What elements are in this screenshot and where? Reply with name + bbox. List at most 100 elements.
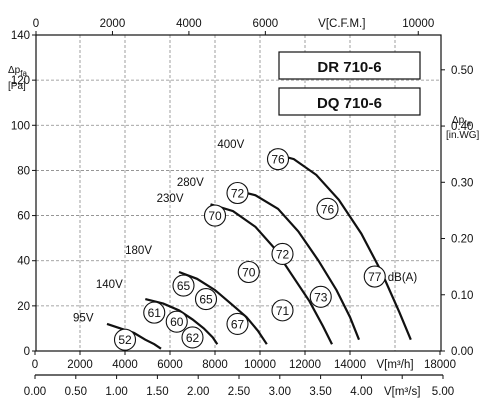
inwg-tick-label: 0.00 <box>451 346 473 358</box>
inwg-axis-unit: [in.WG] <box>446 130 480 141</box>
x-tick-label: 0 <box>32 359 38 371</box>
y-tick-label: 40 <box>17 256 30 268</box>
noise-bubble <box>226 181 249 205</box>
noise-value: 76 <box>271 153 285 167</box>
cfm-tick-label: 10000 <box>402 18 434 30</box>
voltage-label: 230V <box>157 193 184 205</box>
x-tick-label: 8000 <box>202 359 228 371</box>
noise-value: 52 <box>118 333 132 347</box>
cfm-axis-title: V[C.F.M.] <box>318 18 365 30</box>
y-tick-label: 100 <box>11 120 30 132</box>
y-tick-label: 0 <box>24 346 30 358</box>
noise-bubble <box>165 310 188 333</box>
curve-140v <box>145 298 219 345</box>
noise-bubble <box>113 328 137 351</box>
x-tick-label: 14000 <box>334 359 366 371</box>
m3s-tick-label: 0.50 <box>65 386 87 398</box>
grid-lines <box>36 35 441 351</box>
cfm-tick-label: 6000 <box>253 18 279 30</box>
m3s-tick-label: 4.00 <box>350 386 372 398</box>
y-tick-label: 20 <box>17 301 30 313</box>
m3s-tick-label: 2.00 <box>187 386 209 398</box>
inwg-tick-label: 0.40 <box>451 121 473 133</box>
noise-bubble <box>203 204 227 227</box>
voltage-label: 280V <box>177 177 204 189</box>
noise-bubble <box>266 148 290 171</box>
inwg-tick-label: 0.50 <box>451 65 473 77</box>
noise-bubble <box>194 288 218 311</box>
cfm-tick-label: 0 <box>33 18 39 30</box>
x-tick-label: 18000 <box>424 359 456 371</box>
noise-bubble <box>316 197 339 220</box>
m3s-axis-title: V[m³/s] <box>384 386 420 398</box>
noise-value: 60 <box>170 315 184 329</box>
x-tick-label: 6000 <box>157 359 183 371</box>
inwg-tick-label: 0.20 <box>451 234 473 246</box>
noise-value: 61 <box>148 306 162 320</box>
y-tick-label: 120 <box>11 75 30 87</box>
m3s-tick-label: 1.00 <box>105 386 127 398</box>
x-tick-label: 4000 <box>112 359 138 371</box>
y-axis-title: Δpfa <box>8 65 27 78</box>
noise-bubble <box>309 285 332 308</box>
annotations: 400V 280V 230V 180V 140V 95V 76 76 77 72 72 73 70 70 7… <box>73 139 418 351</box>
curve-280v <box>228 187 361 341</box>
plot-frame <box>35 34 442 352</box>
noise-bubble <box>271 299 294 322</box>
voltage-label: 95V <box>73 313 94 325</box>
m3s-tick-label: 1.50 <box>146 386 168 398</box>
noise-value: 67 <box>231 317 245 331</box>
noise-bubble <box>271 242 294 265</box>
noise-value: 65 <box>199 293 213 307</box>
model-boxes: DR 710-6 DQ 710-6 <box>278 51 421 116</box>
plot-border <box>35 34 442 352</box>
model-box <box>278 87 421 116</box>
noise-value: 65 <box>177 279 191 293</box>
m3s-tick-label: 0.00 <box>24 386 46 398</box>
curve-400v <box>268 151 412 341</box>
noise-bubble <box>172 274 195 297</box>
cfm-tick-label: 4000 <box>176 18 202 30</box>
noise-value: 73 <box>314 290 328 304</box>
inwg-tick-label: 0.30 <box>451 177 473 189</box>
noise-value: 72 <box>231 187 245 201</box>
x-tick-label: 10000 <box>244 359 276 371</box>
voltage-label: 180V <box>125 245 152 257</box>
inwg-tick-label: 0.10 <box>451 290 473 302</box>
y-tick-label: 140 <box>11 30 30 42</box>
noise-bubble <box>181 326 204 349</box>
axes: 0 20 40 60 80 100 120 140 Δpfa [Pa] 0 2000 4000 6000 8… <box>8 18 480 398</box>
curve-180v <box>178 270 268 345</box>
noise-value: 77 <box>368 270 382 284</box>
noise-unit: dB(A) <box>388 272 418 284</box>
model-name: DR 710-6 <box>317 59 381 76</box>
noise-bubble <box>226 312 249 335</box>
m3s-tick-label: 3.50 <box>309 386 331 398</box>
noise-value: 70 <box>242 266 256 280</box>
y-tick-label: 60 <box>17 211 30 223</box>
curve-95v <box>106 322 162 350</box>
m3s-tick-label: 3.00 <box>269 386 291 398</box>
m3s-tick-label: 5.00 <box>432 386 454 398</box>
x-tick-label: 12000 <box>289 359 321 371</box>
noise-bubble <box>363 265 386 288</box>
noise-value: 76 <box>321 202 335 216</box>
model-box <box>278 51 421 80</box>
model-name: DQ 710-6 <box>317 95 382 112</box>
y-axis-unit: [Pa] <box>8 81 26 92</box>
noise-bubble <box>143 301 166 324</box>
inwg-axis-title: Δpfa <box>452 115 471 128</box>
x-tick-label: 2000 <box>67 359 93 371</box>
noise-value: 72 <box>276 247 290 261</box>
voltage-label: 140V <box>96 279 123 291</box>
y-tick-label: 80 <box>17 165 30 177</box>
voltage-label: 400V <box>217 139 244 151</box>
cfm-tick-label: 2000 <box>100 18 126 30</box>
noise-value: 71 <box>276 304 290 318</box>
noise-value: 70 <box>208 209 222 223</box>
x-axis-title: V[m³/h] <box>376 359 413 371</box>
m3s-tick-label: 2.50 <box>228 386 250 398</box>
noise-value: 62 <box>186 331 200 345</box>
noise-bubble <box>237 260 260 284</box>
